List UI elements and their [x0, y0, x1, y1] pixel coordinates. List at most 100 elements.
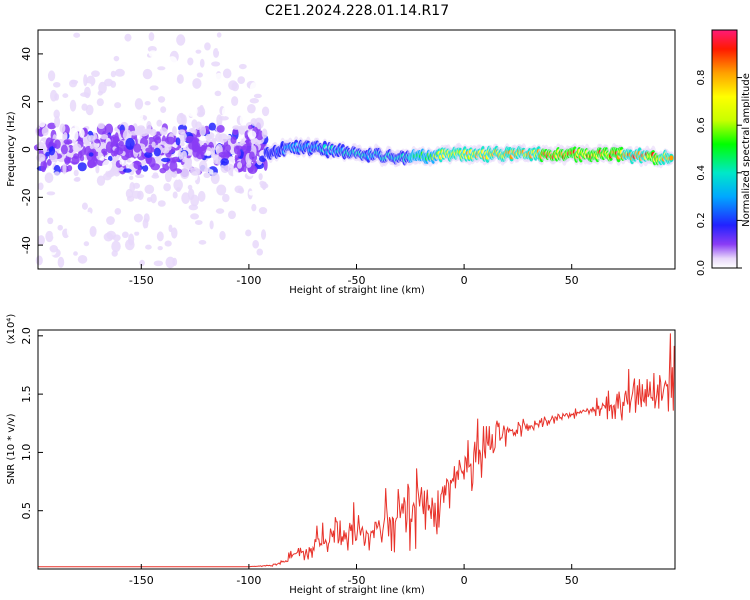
heat-point: [60, 144, 68, 155]
heat-point: [57, 256, 65, 268]
heat-point: [53, 171, 60, 176]
heat-point: [132, 182, 141, 189]
heat-point: [142, 68, 153, 80]
heat-point: [87, 159, 95, 169]
heat-point: [74, 176, 81, 182]
heat-point: [224, 144, 231, 152]
heat-point: [187, 57, 194, 66]
heat-point: [172, 191, 178, 199]
x-tick-label: -100: [236, 574, 261, 587]
heat-point: [216, 32, 222, 38]
y-tick-label: 1.5: [20, 385, 33, 403]
heat-point: [89, 143, 99, 150]
heat-point: [189, 34, 200, 46]
heat-point: [110, 142, 121, 148]
heat-point: [218, 151, 228, 158]
heat-point: [141, 159, 147, 167]
heat-point: [49, 245, 58, 253]
heat-point: [70, 79, 79, 85]
heat-point: [185, 135, 195, 143]
heat-point: [152, 172, 159, 177]
heat-point: [254, 162, 265, 170]
heat-point: [198, 240, 207, 245]
heat-point: [104, 111, 114, 122]
colorbar-frame: [711, 29, 738, 269]
y-tick-label: 2.0: [20, 327, 33, 345]
heat-point: [169, 160, 178, 172]
heat-point: [260, 229, 267, 240]
heat-point: [71, 155, 80, 165]
heat-point: [144, 151, 153, 158]
heat-point: [66, 225, 72, 237]
heat-point: [75, 68, 80, 76]
heat-point: [199, 58, 205, 68]
heat-point: [53, 81, 61, 88]
heat-point: [129, 175, 134, 181]
heat-point: [114, 132, 119, 144]
heat-point: [146, 197, 153, 203]
heat-point: [247, 130, 257, 139]
snr-series: [38, 333, 675, 568]
heat-point: [176, 34, 186, 46]
heat-point: [104, 123, 114, 135]
heat-point: [134, 231, 140, 236]
heat-point: [258, 207, 268, 215]
spectrogram-x-ticks: -150 -100 -50 0 50: [129, 264, 579, 287]
x-tick-label: -50: [348, 574, 366, 587]
heat-point: [190, 213, 199, 220]
heat-point: [235, 145, 243, 150]
snr-frame: [37, 329, 676, 570]
heat-point: [247, 103, 256, 114]
heat-point: [251, 203, 257, 212]
heat-point: [173, 179, 183, 191]
y-tick-label: -40: [20, 236, 33, 254]
x-tick-label: 50: [565, 574, 579, 587]
heat-point: [106, 216, 115, 225]
snr-line: [38, 333, 675, 568]
x-tick-label: -150: [129, 274, 154, 287]
heat-point: [167, 56, 178, 67]
heat-point: [181, 192, 191, 204]
heat-point: [128, 233, 135, 246]
heat-point: [152, 135, 161, 141]
heat-point: [157, 47, 162, 54]
heat-point: [177, 220, 185, 233]
colorbar: 0.0 0.2 0.4 0.6 0.8 Normalized spectral ampl…: [696, 29, 750, 276]
heat-point: [95, 165, 100, 174]
heat-point: [57, 224, 63, 231]
heat-point: [103, 232, 114, 242]
heat-point: [203, 172, 211, 179]
colorbar-gradient: [712, 30, 737, 268]
heat-point: [36, 153, 46, 163]
heat-point: [112, 234, 121, 242]
heat-point: [177, 152, 183, 157]
heat-point: [213, 47, 220, 58]
heat-point: [81, 202, 88, 210]
heat-point: [135, 174, 145, 179]
heat-point: [152, 224, 162, 233]
heat-point: [73, 188, 83, 197]
heat-point: [41, 127, 49, 136]
x-tick-label: -100: [236, 274, 261, 287]
heat-point: [215, 208, 225, 214]
y-tick-label: -20: [20, 188, 33, 206]
heat-point: [62, 93, 69, 98]
heat-point: [63, 139, 73, 145]
heat-point: [208, 122, 216, 131]
heat-point: [164, 170, 172, 183]
heat-point: [96, 98, 104, 107]
heat-point: [52, 230, 57, 239]
heat-point: [157, 200, 166, 207]
heat-point: [100, 134, 109, 140]
heat-point: [83, 241, 90, 247]
heat-point: [157, 96, 166, 103]
heat-point: [249, 82, 259, 93]
heat-point: [157, 246, 163, 251]
heat-point: [45, 230, 54, 243]
heat-point: [83, 86, 91, 99]
heat-point: [242, 143, 252, 154]
heat-point: [102, 159, 113, 172]
heat-point: [217, 47, 223, 53]
heat-point: [142, 164, 149, 172]
heat-point: [114, 68, 125, 77]
